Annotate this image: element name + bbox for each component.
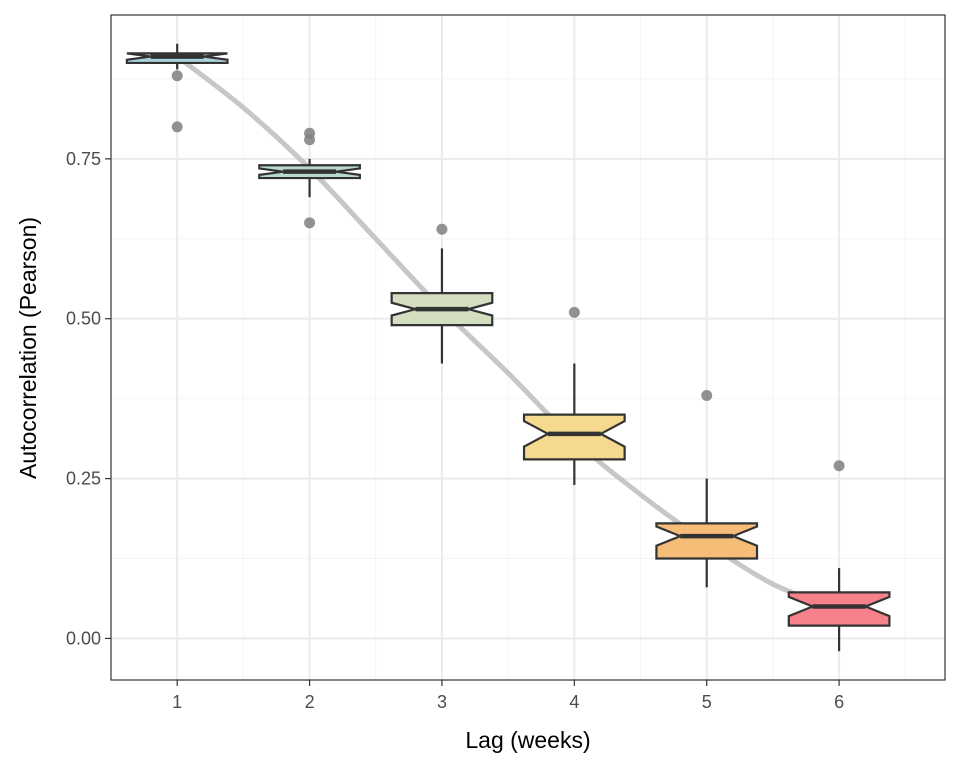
outlier-point <box>701 389 713 401</box>
x-tick-label: 3 <box>437 692 447 712</box>
boxes-layer <box>125 43 891 652</box>
outlier-point <box>171 121 183 133</box>
y-axis: 0.00 0.25 0.50 0.75 <box>66 149 111 648</box>
box-lag-2 <box>258 127 361 229</box>
box-body <box>522 413 626 461</box>
x-axis-title: Lag (weeks) <box>465 727 590 753</box>
y-tick-label: 0.00 <box>66 628 101 648</box>
panel-border <box>110 14 946 681</box>
outlier-point <box>304 217 316 229</box>
y-tick-label: 0.50 <box>66 309 101 329</box>
grid-lines <box>111 15 945 680</box>
outlier-point <box>568 306 580 318</box>
x-tick-label: 1 <box>172 692 182 712</box>
x-axis: 1 2 3 4 5 6 <box>172 680 844 712</box>
outlier-point <box>304 134 316 146</box>
outlier-point <box>171 70 183 82</box>
x-tick-label: 5 <box>702 692 712 712</box>
outlier-point <box>436 223 448 235</box>
box-body <box>655 522 759 560</box>
box-lag-1 <box>125 43 229 133</box>
y-axis-title: Autocorrelation (Pearson) <box>15 217 41 479</box>
box-lag-3 <box>390 223 494 364</box>
x-tick-label: 2 <box>305 692 315 712</box>
x-tick-label: 4 <box>569 692 579 712</box>
outlier-point <box>833 460 845 472</box>
y-tick-label: 0.25 <box>66 469 101 489</box>
box-lag-6 <box>787 460 891 652</box>
y-tick-label: 0.75 <box>66 149 101 169</box>
x-tick-label: 6 <box>834 692 844 712</box>
box-lag-5 <box>655 389 759 588</box>
box-body <box>787 591 891 627</box>
box-lag-4 <box>522 306 626 485</box>
